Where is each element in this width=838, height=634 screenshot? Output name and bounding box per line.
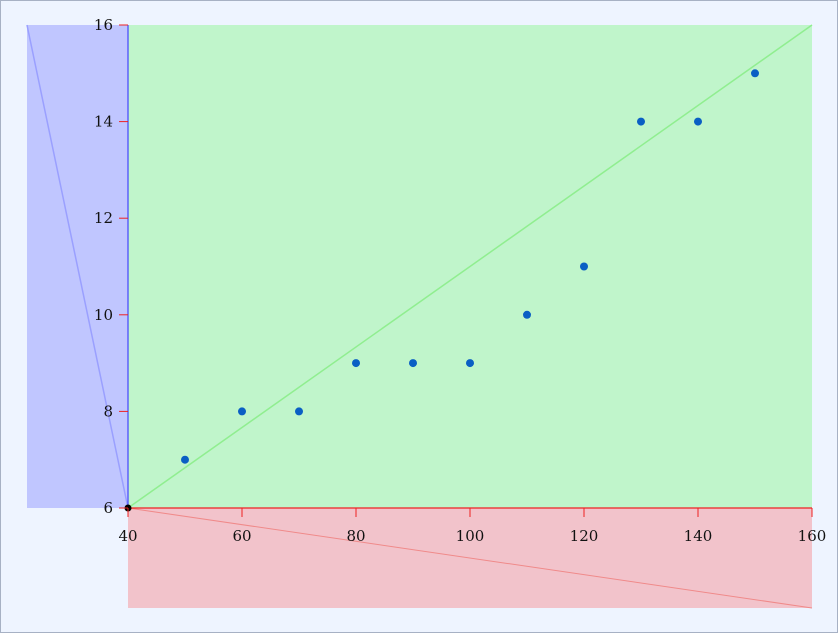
data-point: [694, 117, 702, 126]
y-tick-label: 8: [103, 402, 113, 420]
x-tick-label: 120: [570, 527, 599, 545]
x-tick-label: 160: [798, 527, 827, 545]
x-axis-ticks: 40 60 80 100 120 140 160: [118, 508, 826, 545]
x-tick-label: 60: [232, 527, 251, 545]
data-point: [466, 359, 474, 368]
data-point: [352, 359, 360, 368]
blue-diagonal-line: [26, 24, 129, 509]
y-tick-label: 12: [94, 209, 113, 227]
data-point: [409, 359, 417, 368]
x-tick-label: 140: [684, 527, 713, 545]
data-point: [238, 407, 246, 416]
data-point: [523, 310, 531, 319]
data-point: [580, 262, 588, 271]
x-tick-label: 80: [346, 527, 365, 545]
y-tick-label: 14: [94, 113, 113, 131]
trend-line-group: [127, 24, 813, 509]
y-tick-label: 6: [103, 499, 113, 517]
data-point: [295, 407, 303, 416]
trend-line: [127, 24, 813, 509]
x-tick-label: 40: [118, 527, 137, 545]
x-tick-label: 100: [456, 527, 485, 545]
y-tick-label: 16: [94, 16, 113, 34]
red-diagonal-line: [127, 507, 813, 609]
y-axis-ticks: 6 8 10 12 14 16: [94, 16, 128, 517]
data-points: [124, 69, 759, 512]
data-point: [637, 117, 645, 126]
data-point: [751, 69, 759, 78]
background-regions: [26, 24, 813, 609]
data-point: [181, 455, 189, 464]
y-tick-label: 10: [94, 306, 113, 324]
